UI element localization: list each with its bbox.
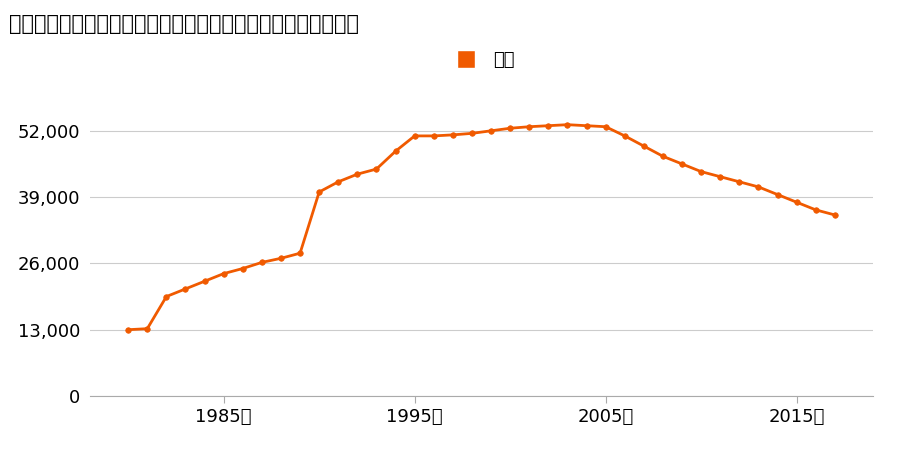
Legend: 価格: 価格 <box>441 44 522 76</box>
Text: 広島県福山市加茂町大字八軒屋字熊ケ前５１番３外の地価推移: 広島県福山市加茂町大字八軒屋字熊ケ前５１番３外の地価推移 <box>9 14 359 33</box>
